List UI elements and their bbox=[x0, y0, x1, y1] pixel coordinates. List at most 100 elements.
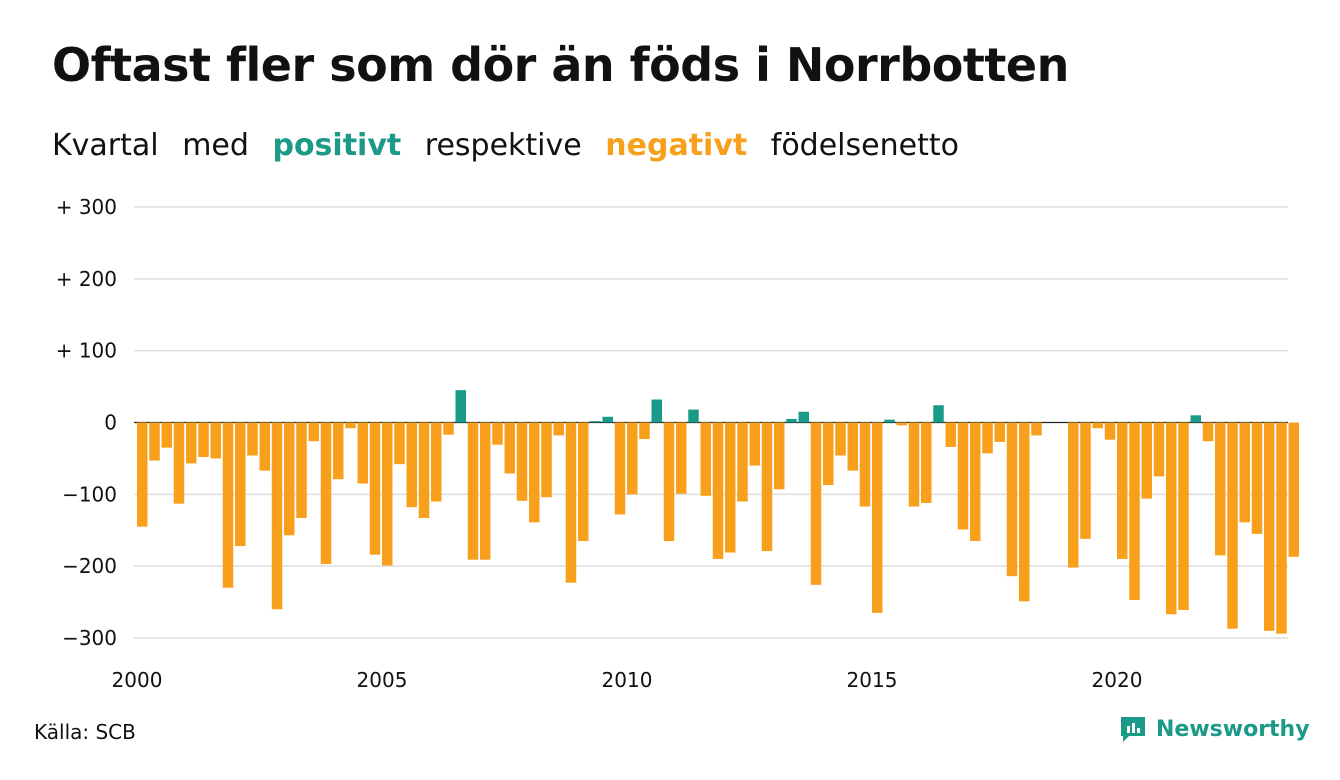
bar-2013-Q2 bbox=[786, 418, 797, 423]
bar-2009-Q1 bbox=[578, 422, 589, 542]
chart-title: Oftast fler som dör än föds i Norrbotten bbox=[52, 38, 1069, 92]
bar-2002-Q2 bbox=[247, 422, 258, 456]
y-tick-label: −300 bbox=[62, 626, 117, 650]
bar-2009-Q3 bbox=[602, 416, 613, 423]
bar-2016-Q2 bbox=[933, 405, 944, 423]
bar-2016-Q1 bbox=[921, 422, 932, 503]
bar-2015-Q3 bbox=[896, 422, 907, 426]
bar-2014-Q1 bbox=[823, 422, 834, 485]
bar-2020-Q3 bbox=[1141, 422, 1152, 499]
bar-2021-Q2 bbox=[1178, 422, 1189, 610]
bar-2021-Q4 bbox=[1202, 422, 1214, 442]
y-axis-ticks: + 300 + 200 + 100 0 −100 −200 −300 bbox=[56, 195, 117, 650]
bar-2007-Q2 bbox=[492, 422, 503, 445]
bar-2003-Q4 bbox=[320, 422, 332, 565]
bar-2007-Q3 bbox=[504, 422, 515, 474]
subtitle-negative-label: negativt bbox=[605, 128, 748, 163]
bar-2017-Q4 bbox=[1006, 422, 1018, 577]
bar-2023-Q1 bbox=[1264, 422, 1275, 631]
bar-2005-Q3 bbox=[406, 422, 417, 508]
bar-2008-Q3 bbox=[553, 422, 564, 436]
x-tick-label: 2005 bbox=[357, 668, 408, 692]
bar-2020-Q4 bbox=[1153, 422, 1165, 477]
bar-2010-Q1 bbox=[627, 422, 638, 495]
y-tick-label: −100 bbox=[62, 482, 117, 506]
bar-2021-Q1 bbox=[1166, 422, 1177, 615]
bar-2003-Q1 bbox=[284, 422, 295, 536]
bar-2012-Q1 bbox=[725, 422, 736, 553]
bar-2022-Q1 bbox=[1215, 422, 1226, 556]
bar-2002-Q4 bbox=[271, 422, 283, 610]
bar-2007-Q1 bbox=[480, 422, 491, 560]
bar-2017-Q2 bbox=[982, 422, 993, 454]
bar-2014-Q4 bbox=[859, 422, 871, 507]
bar-2015-Q4 bbox=[908, 422, 920, 507]
bar-2002-Q3 bbox=[259, 422, 270, 471]
bar-2000-Q4 bbox=[173, 422, 185, 504]
bar-2012-Q2 bbox=[737, 422, 748, 502]
bar-2001-Q1 bbox=[186, 422, 197, 464]
bar-2019-Q3 bbox=[1092, 422, 1103, 429]
bar-2010-Q4 bbox=[663, 422, 675, 542]
y-tick-label: −200 bbox=[62, 554, 117, 578]
bar-2009-Q2 bbox=[590, 421, 601, 423]
bar-2012-Q3 bbox=[749, 422, 760, 466]
y-tick-label: + 300 bbox=[56, 195, 117, 219]
bar-2006-Q4 bbox=[467, 422, 479, 560]
bar-2018-Q1 bbox=[1019, 422, 1030, 602]
bar-2010-Q3 bbox=[651, 399, 662, 423]
bar-2005-Q2 bbox=[394, 422, 405, 465]
y-tick-label: 0 bbox=[104, 411, 117, 435]
bar-2022-Q4 bbox=[1251, 422, 1263, 534]
bars bbox=[137, 390, 1299, 634]
bar-2017-Q1 bbox=[970, 422, 981, 542]
subtitle-text-1: Kvartal bbox=[52, 128, 159, 163]
subtitle-positive-label: positivt bbox=[272, 128, 402, 163]
bar-2006-Q1 bbox=[431, 422, 442, 502]
bar-2020-Q2 bbox=[1129, 422, 1140, 600]
bar-2000-Q2 bbox=[149, 422, 160, 461]
bar-2008-Q1 bbox=[529, 422, 540, 523]
bar-2012-Q4 bbox=[761, 422, 773, 552]
bar-2001-Q2 bbox=[198, 422, 209, 457]
bar-2019-Q1 bbox=[1068, 422, 1079, 568]
bar-2022-Q3 bbox=[1239, 422, 1250, 523]
y-tick-label: + 200 bbox=[56, 267, 117, 291]
bar-2013-Q4 bbox=[810, 422, 822, 585]
bar-2015-Q1 bbox=[872, 422, 883, 613]
bar-2001-Q3 bbox=[210, 422, 221, 459]
bar-2009-Q4 bbox=[614, 422, 626, 515]
bar-2010-Q2 bbox=[639, 422, 650, 440]
bar-2000-Q3 bbox=[161, 422, 172, 448]
x-tick-label: 2000 bbox=[112, 668, 163, 692]
bar-2004-Q2 bbox=[345, 422, 356, 429]
bar-2006-Q2 bbox=[443, 422, 454, 435]
bar-2011-Q1 bbox=[676, 422, 687, 494]
bar-2005-Q4 bbox=[418, 422, 430, 519]
bar-2006-Q3 bbox=[455, 390, 466, 423]
newsworthy-icon bbox=[1121, 717, 1145, 742]
bar-2000-Q1 bbox=[137, 422, 148, 527]
bar-2023-Q3 bbox=[1288, 422, 1299, 557]
newsworthy-logo: Newsworthy bbox=[1118, 714, 1310, 744]
bar-2020-Q1 bbox=[1117, 422, 1128, 559]
bar-2002-Q1 bbox=[235, 422, 246, 547]
bar-2016-Q4 bbox=[957, 422, 969, 530]
bar-2013-Q3 bbox=[798, 411, 809, 423]
bar-2005-Q1 bbox=[382, 422, 393, 566]
bar-2011-Q3 bbox=[700, 422, 711, 496]
bar-2018-Q2 bbox=[1031, 422, 1042, 436]
chart-subtitle: Kvartal med positivt respektive negativt… bbox=[52, 128, 973, 163]
bar-2014-Q3 bbox=[847, 422, 858, 471]
bar-2016-Q3 bbox=[945, 422, 956, 447]
bar-2003-Q3 bbox=[308, 422, 319, 442]
subtitle-text-3: respektive bbox=[424, 128, 582, 163]
bar-2003-Q2 bbox=[296, 422, 307, 519]
bar-2004-Q3 bbox=[357, 422, 368, 484]
subtitle-text-4: födelsenetto bbox=[770, 128, 959, 163]
bar-2015-Q2 bbox=[884, 419, 895, 423]
bar-chart: + 300 + 200 + 100 0 −100 −200 −300 2000 2005 201… bbox=[56, 195, 1299, 692]
bar-2022-Q2 bbox=[1227, 422, 1238, 629]
bar-2004-Q4 bbox=[369, 422, 381, 555]
bar-2008-Q2 bbox=[541, 422, 552, 498]
